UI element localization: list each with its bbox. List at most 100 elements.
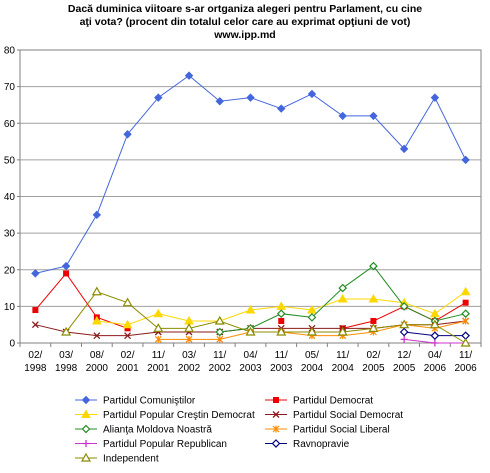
data-point bbox=[277, 104, 286, 113]
data-point bbox=[370, 318, 377, 325]
legend-item: Partidul Popular Creştin Democrat bbox=[75, 409, 255, 421]
legend-item: Partidul Social Democrat bbox=[265, 410, 403, 421]
data-point bbox=[430, 331, 440, 341]
legend-label: Partidul Comuniştilor bbox=[103, 396, 196, 407]
data-point bbox=[460, 337, 471, 347]
x-tick-label-bottom: 2001 bbox=[116, 363, 139, 374]
x-tick-label-top: 11/ bbox=[152, 350, 165, 361]
data-point bbox=[245, 305, 256, 314]
data-point bbox=[154, 93, 163, 102]
data-point bbox=[214, 315, 225, 325]
data-point bbox=[154, 335, 162, 343]
data-point bbox=[368, 323, 379, 332]
x-tick-label-top: 02/ bbox=[121, 350, 135, 361]
legend-item: Alianţa Moldova Noastră bbox=[75, 425, 212, 436]
x-tick-label-bottom: 2005 bbox=[362, 363, 385, 374]
data-point bbox=[91, 316, 102, 325]
x-tick-label-bottom: 2002 bbox=[209, 363, 232, 374]
data-point bbox=[369, 111, 378, 121]
y-tick-label: 70 bbox=[4, 82, 16, 93]
x-tick-label-top: 11/ bbox=[459, 350, 472, 361]
data-point bbox=[462, 317, 470, 325]
y-tick-label: 50 bbox=[4, 155, 16, 166]
data-point bbox=[122, 319, 133, 329]
y-tick-label: 80 bbox=[4, 46, 16, 57]
data-point bbox=[337, 326, 348, 336]
legend-swatch-marker bbox=[81, 409, 91, 418]
chart-title-line: Dacă duminica viitoare s-ar ortganiza al… bbox=[68, 3, 422, 15]
data-point bbox=[215, 97, 224, 106]
x-tick-label-top: 11/ bbox=[336, 350, 349, 361]
x-tick-label-top: 11/ bbox=[275, 350, 288, 361]
x-tick-label-bottom: 2003 bbox=[239, 363, 262, 374]
data-point bbox=[369, 261, 378, 271]
x-tick-label-top: 02/ bbox=[28, 350, 42, 361]
legend-swatch-marker bbox=[271, 439, 281, 448]
legend-label: Partidul Democrat bbox=[293, 396, 373, 407]
data-point bbox=[431, 339, 439, 347]
x-tick-label-bottom: 1998 bbox=[24, 363, 47, 374]
series-5 bbox=[154, 317, 470, 343]
legend-label: Partidul Social Liberal bbox=[293, 425, 390, 436]
x-tick-label-top: 11/ bbox=[213, 350, 226, 361]
legend-label: Ravnopravie bbox=[293, 439, 350, 450]
data-point bbox=[461, 155, 470, 165]
x-tick-label-top: 03/ bbox=[182, 350, 196, 361]
y-tick-label: 0 bbox=[9, 339, 15, 350]
x-tick-label-bottom: 2003 bbox=[270, 363, 293, 374]
y-tick-label: 40 bbox=[4, 192, 16, 203]
data-point bbox=[31, 321, 39, 329]
legend-item: Partidul Social Liberal bbox=[265, 425, 390, 436]
legend-swatch-marker bbox=[81, 395, 91, 405]
data-point bbox=[368, 294, 379, 303]
x-tick-label-bottom: 2004 bbox=[301, 363, 324, 374]
series-8 bbox=[61, 286, 471, 347]
data-point bbox=[338, 283, 348, 293]
legend-label: Independent bbox=[103, 454, 159, 465]
data-point bbox=[61, 261, 71, 271]
chart-title-line: aţi vota? (procent din totalul celor car… bbox=[80, 16, 411, 28]
data-point bbox=[216, 335, 224, 343]
data-point bbox=[122, 297, 133, 307]
legend-swatch-marker bbox=[80, 452, 92, 462]
x-tick-label-bottom: 2002 bbox=[178, 363, 201, 374]
data-point bbox=[307, 89, 317, 99]
data-point bbox=[32, 307, 39, 314]
data-point bbox=[278, 318, 285, 325]
data-point bbox=[337, 294, 348, 303]
data-point bbox=[276, 309, 286, 319]
x-tick-label-top: 02/ bbox=[366, 350, 380, 361]
data-point bbox=[183, 323, 195, 332]
x-tick-label-top: 05/ bbox=[305, 350, 319, 361]
x-tick-label-bottom: 2005 bbox=[393, 363, 416, 374]
data-point bbox=[399, 319, 410, 329]
legend-label: Alianţa Moldova Noastră bbox=[103, 425, 212, 436]
y-tick-label: 20 bbox=[4, 265, 16, 276]
data-point bbox=[93, 332, 101, 340]
y-tick-label: 10 bbox=[4, 302, 16, 313]
y-tick-label: 60 bbox=[4, 119, 16, 130]
data-point bbox=[91, 286, 102, 296]
legend-swatch-marker bbox=[81, 424, 91, 434]
data-point bbox=[400, 335, 408, 343]
legend-swatch-marker bbox=[82, 440, 90, 447]
series-lines bbox=[31, 71, 471, 347]
chart-title: Dacă duminica viitoare s-ar ortganiza al… bbox=[68, 3, 422, 41]
series-line bbox=[34, 272, 128, 329]
legend-swatch-marker bbox=[272, 425, 280, 433]
legend-item: Partidul Popular Republican bbox=[75, 439, 227, 450]
data-point bbox=[399, 144, 409, 154]
data-point bbox=[306, 326, 318, 336]
legend-label: Partidul Popular Republican bbox=[103, 439, 227, 450]
data-point bbox=[338, 111, 347, 121]
data-point bbox=[429, 319, 440, 329]
data-point bbox=[124, 325, 131, 332]
x-tick-label-top: 04/ bbox=[244, 350, 258, 361]
series-line bbox=[35, 75, 467, 274]
data-point bbox=[185, 335, 193, 343]
chart-title-line: www.ipp.md bbox=[213, 29, 275, 41]
series-line bbox=[65, 291, 466, 344]
legend-label: Partidul Social Democrat bbox=[293, 410, 403, 421]
data-point bbox=[215, 327, 225, 337]
